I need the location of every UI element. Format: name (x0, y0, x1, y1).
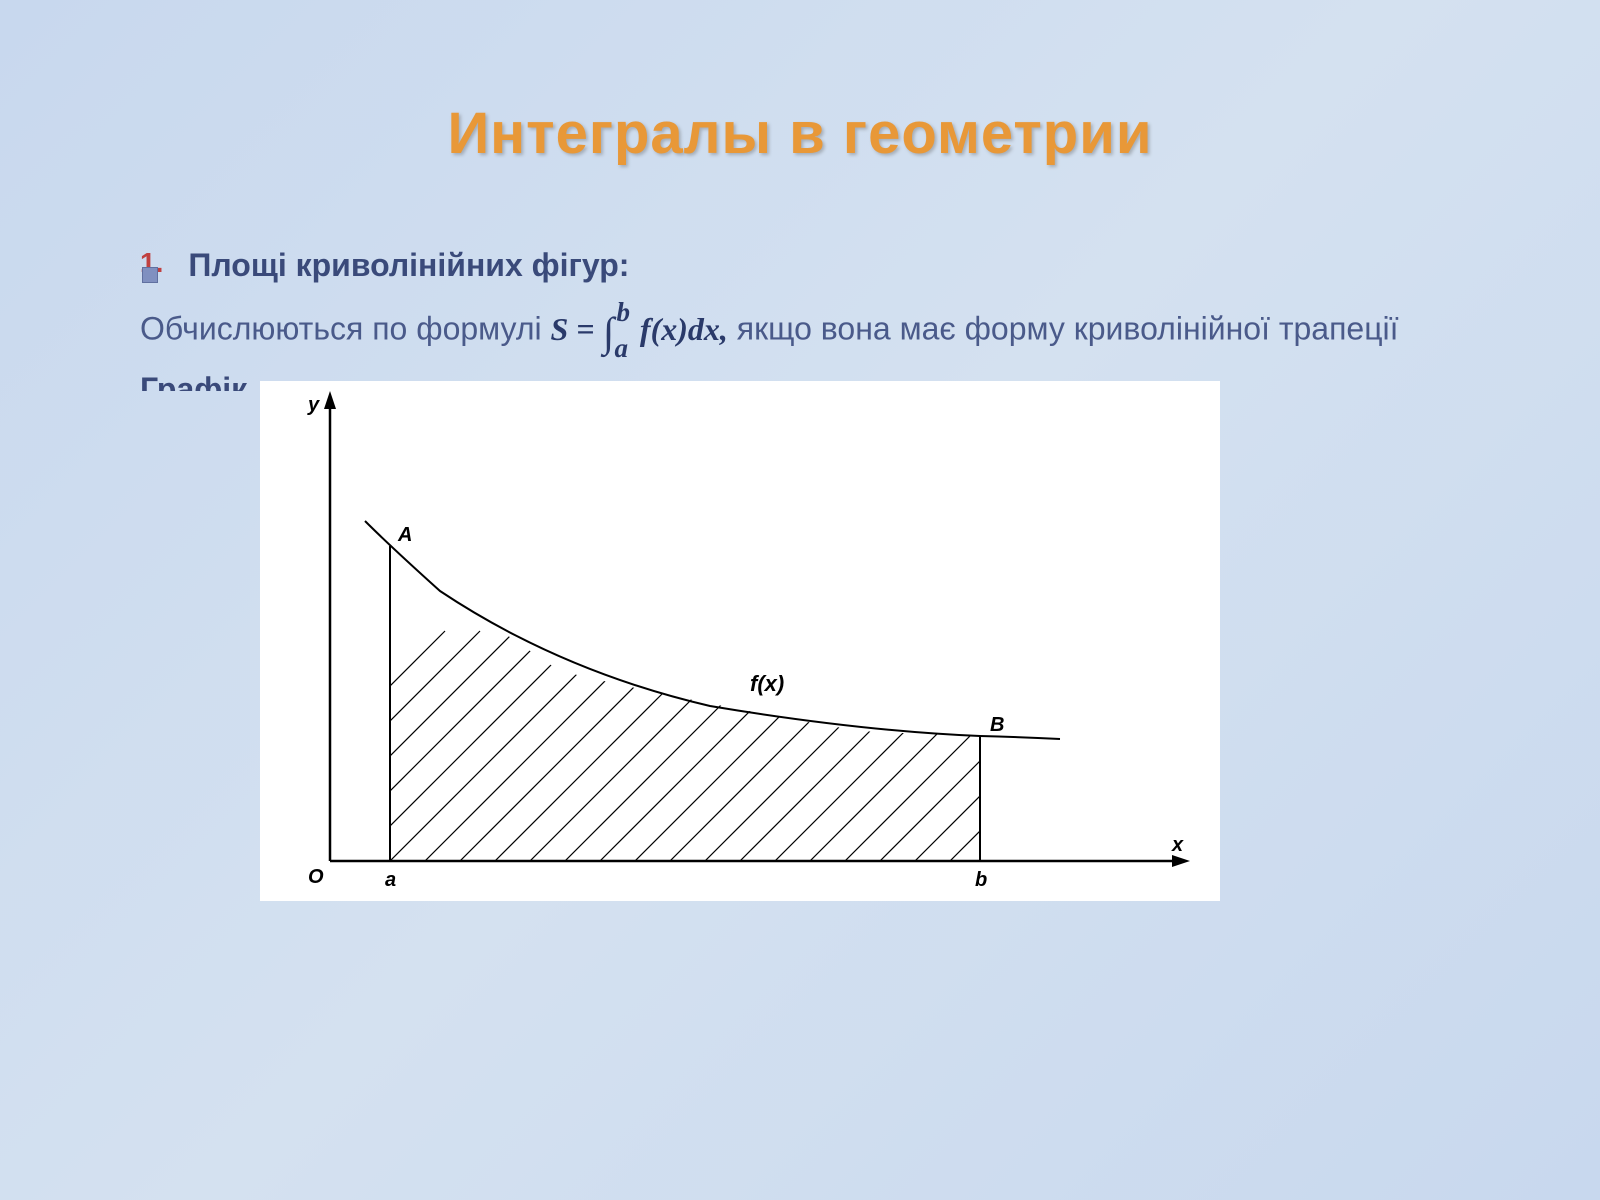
list-header: Площі криволінійних фігур: (188, 247, 629, 284)
list-item-1: 1. Площі криволінійних фігур: (140, 247, 1480, 284)
formula-equals: = (568, 311, 602, 347)
formula-S: S (550, 311, 568, 347)
slide-container: Интегралы в геометрии 1. Площі криволіні… (0, 0, 1600, 1200)
x-axis-arrow-icon (1172, 855, 1190, 867)
y-axis-label: y (307, 394, 320, 416)
curve-fx (365, 521, 1060, 739)
hatch-pattern (260, 631, 1215, 891)
origin-label: O (308, 866, 324, 888)
slide-title: Интегралы в геометрии (120, 100, 1480, 167)
list-number: 1. (140, 247, 163, 279)
content-area: 1. Площі криволінійних фігур: Обчислюють… (120, 247, 1480, 901)
chart-container: y x O A B a b f(x) (260, 381, 1220, 901)
integral-upper: b (617, 291, 631, 334)
integral-sign: ∫ (603, 309, 614, 355)
x-axis-label: x (1171, 834, 1184, 856)
y-axis-arrow-icon (324, 391, 336, 409)
curvilinear-trapezoid-chart: y x O A B a b f(x) (260, 381, 1220, 901)
list-bullet-icon (142, 267, 158, 283)
a-label: a (385, 869, 396, 891)
description-part1: Обчислюються по формулі (140, 311, 550, 347)
formula-function: f(x)dx, (632, 311, 728, 347)
truncated-text-content: Графік (140, 371, 247, 391)
description-part2: якщо вона має форму криволінійної трапец… (728, 311, 1399, 347)
point-b-label: B (990, 714, 1004, 736)
function-label: f(x) (750, 671, 784, 696)
b-label: b (975, 869, 987, 891)
point-a-label: A (397, 524, 412, 546)
formula: S = ∫ab f(x)dx, (550, 311, 727, 347)
integral-symbol: ∫ab (603, 299, 614, 366)
description-text: Обчислюються по формулі S = ∫ab f(x)dx, … (140, 299, 1480, 366)
